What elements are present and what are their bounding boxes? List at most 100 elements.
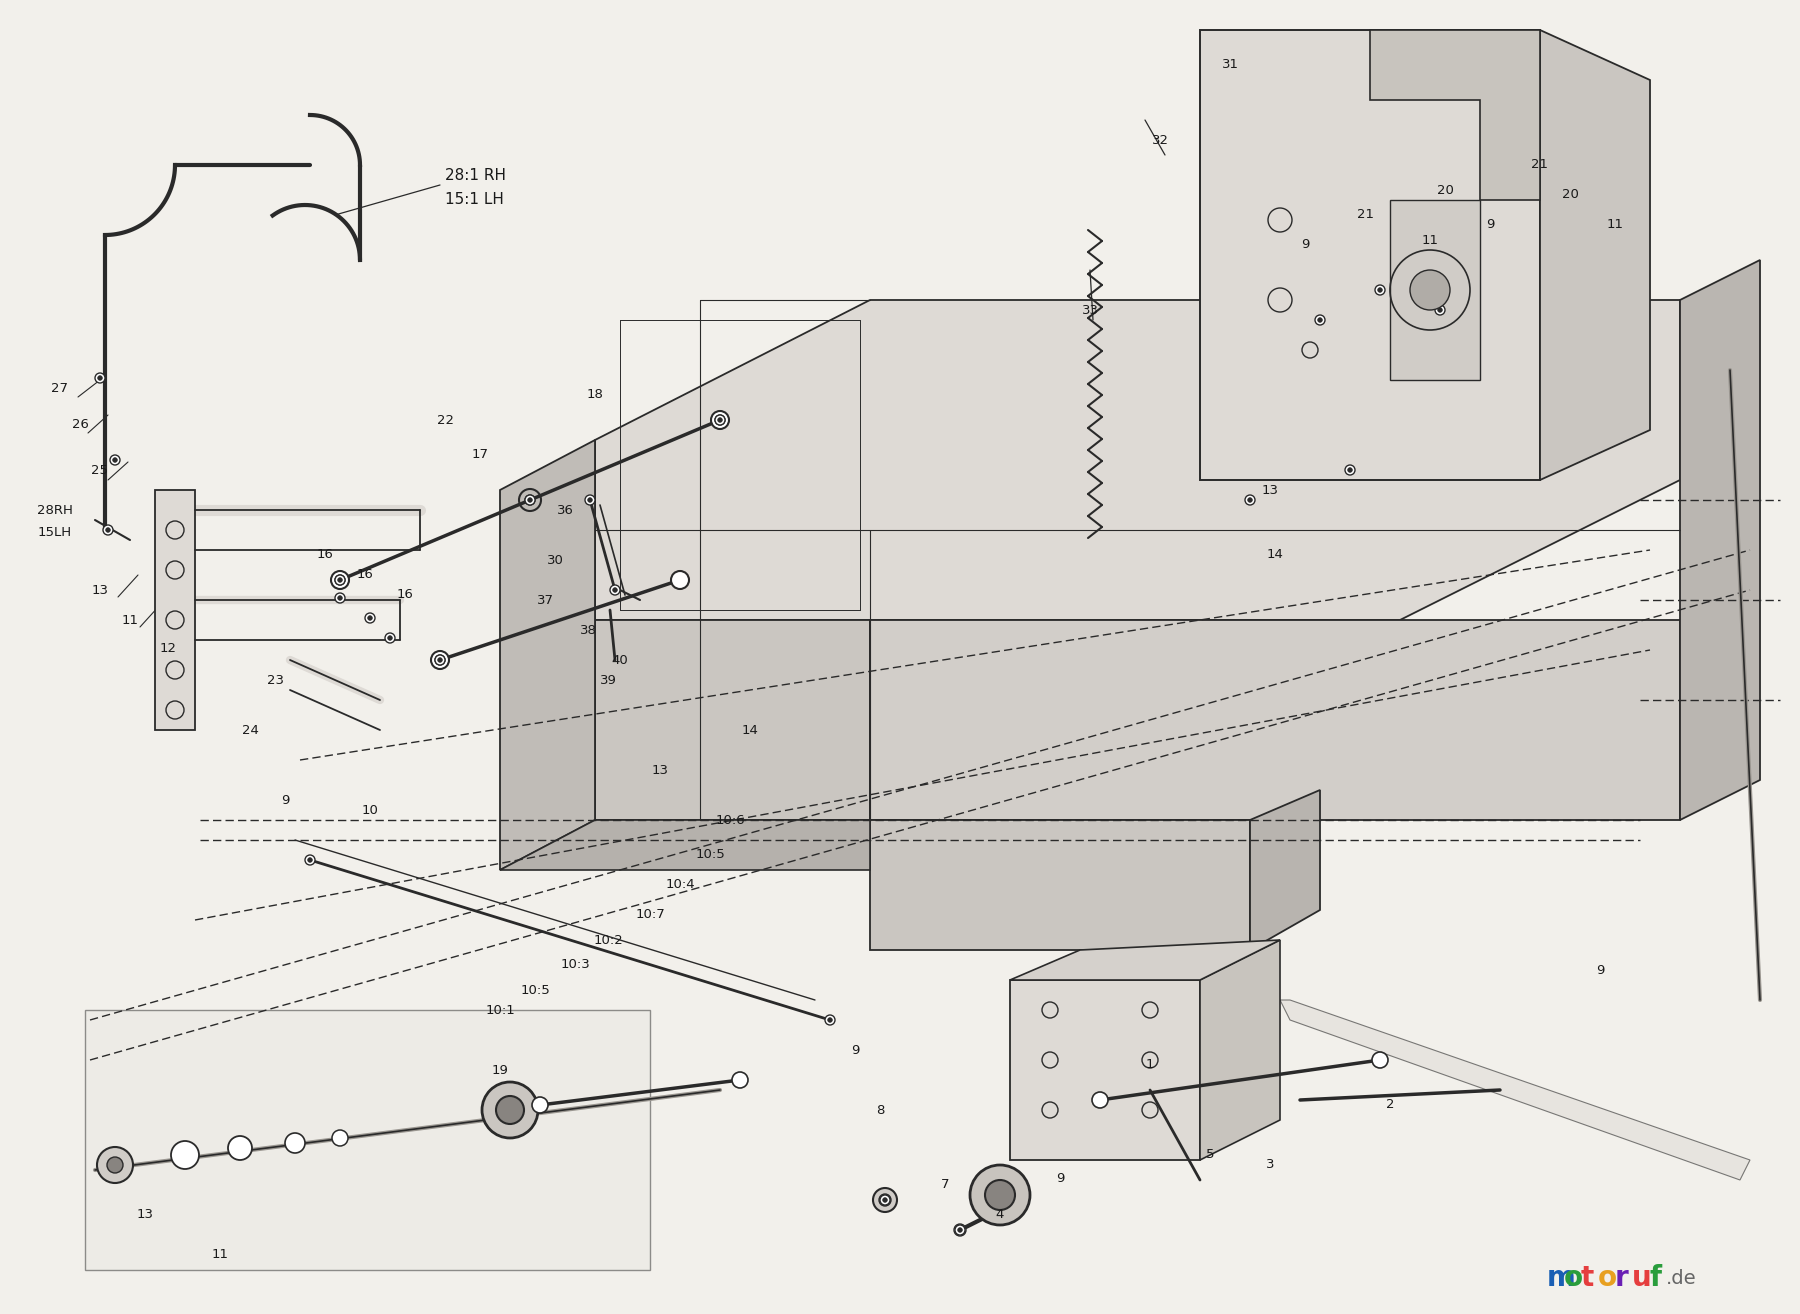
Text: 10:1: 10:1: [486, 1004, 515, 1017]
Text: 14: 14: [1267, 548, 1283, 561]
Polygon shape: [1280, 1000, 1750, 1180]
Circle shape: [103, 526, 113, 535]
Circle shape: [1377, 288, 1382, 292]
Circle shape: [718, 418, 722, 422]
Text: r: r: [1615, 1264, 1629, 1292]
Text: 28:1 RH: 28:1 RH: [445, 167, 506, 183]
Circle shape: [335, 576, 346, 585]
Circle shape: [385, 633, 394, 643]
Text: 27: 27: [52, 381, 68, 394]
Text: 24: 24: [241, 724, 259, 737]
Circle shape: [956, 1225, 965, 1235]
Circle shape: [1246, 495, 1255, 505]
Circle shape: [1435, 305, 1445, 315]
Text: 36: 36: [556, 503, 574, 516]
Circle shape: [367, 616, 373, 620]
Circle shape: [106, 528, 110, 532]
Circle shape: [308, 858, 311, 862]
Circle shape: [526, 495, 535, 505]
Text: 11: 11: [122, 614, 139, 627]
Polygon shape: [869, 620, 1679, 820]
Text: 9: 9: [851, 1043, 859, 1056]
Text: 22: 22: [436, 414, 454, 427]
Text: 15:1 LH: 15:1 LH: [445, 192, 504, 208]
Circle shape: [110, 1160, 121, 1169]
Polygon shape: [869, 820, 1249, 950]
Text: 20: 20: [1436, 184, 1453, 197]
Circle shape: [1438, 307, 1442, 313]
Circle shape: [533, 1097, 547, 1113]
Circle shape: [958, 1227, 963, 1233]
Circle shape: [338, 595, 342, 600]
Circle shape: [331, 1130, 347, 1146]
Circle shape: [497, 1096, 524, 1123]
Circle shape: [585, 495, 596, 505]
Polygon shape: [1390, 200, 1480, 380]
Circle shape: [335, 576, 346, 585]
Circle shape: [958, 1227, 963, 1233]
Circle shape: [437, 658, 443, 662]
Circle shape: [1375, 285, 1384, 296]
Circle shape: [436, 654, 445, 665]
Polygon shape: [1541, 30, 1651, 480]
Circle shape: [284, 1133, 304, 1152]
Circle shape: [387, 636, 392, 640]
Text: 30: 30: [547, 553, 563, 566]
Text: 9: 9: [281, 794, 290, 807]
Polygon shape: [500, 820, 869, 870]
Text: 13: 13: [1262, 484, 1278, 497]
Text: .de: .de: [1667, 1268, 1697, 1288]
Circle shape: [430, 650, 448, 669]
Text: 10:3: 10:3: [560, 958, 590, 971]
Circle shape: [97, 1147, 133, 1183]
Text: 4: 4: [995, 1209, 1004, 1222]
Circle shape: [612, 587, 617, 593]
Text: 28RH: 28RH: [38, 503, 74, 516]
Text: 16: 16: [317, 548, 333, 561]
Circle shape: [828, 1018, 832, 1022]
Text: 13: 13: [137, 1209, 153, 1222]
Text: 21: 21: [1532, 159, 1548, 172]
Circle shape: [970, 1166, 1030, 1225]
Circle shape: [229, 1137, 252, 1160]
Text: 9: 9: [1057, 1172, 1064, 1184]
Circle shape: [1345, 465, 1355, 474]
Text: 2: 2: [1386, 1099, 1395, 1112]
Circle shape: [671, 572, 689, 589]
Text: u: u: [1633, 1264, 1652, 1292]
Circle shape: [715, 415, 725, 424]
Circle shape: [506, 1105, 515, 1116]
Text: 38: 38: [580, 624, 596, 636]
Circle shape: [1316, 315, 1325, 325]
Polygon shape: [1370, 30, 1541, 200]
Text: 25: 25: [92, 464, 108, 477]
Circle shape: [1348, 468, 1352, 472]
Text: 10:7: 10:7: [635, 908, 664, 921]
Text: 5: 5: [1206, 1148, 1215, 1162]
Circle shape: [482, 1081, 538, 1138]
Text: o: o: [1564, 1264, 1584, 1292]
Polygon shape: [1679, 260, 1760, 820]
Text: 9: 9: [1485, 218, 1494, 231]
Circle shape: [824, 1014, 835, 1025]
Circle shape: [304, 855, 315, 865]
Text: 3: 3: [1265, 1159, 1274, 1172]
Text: 9: 9: [1301, 239, 1309, 251]
Text: 16: 16: [356, 569, 373, 582]
Text: 11: 11: [1422, 234, 1438, 247]
Text: 9: 9: [1597, 963, 1604, 976]
Text: 39: 39: [599, 674, 616, 686]
Polygon shape: [1201, 940, 1280, 1160]
Polygon shape: [85, 1010, 650, 1271]
Circle shape: [985, 1180, 1015, 1210]
Text: 19: 19: [491, 1063, 508, 1076]
Text: 10:4: 10:4: [666, 879, 695, 891]
Circle shape: [711, 411, 729, 428]
Text: 14: 14: [742, 724, 758, 737]
Text: 10:5: 10:5: [520, 983, 549, 996]
Circle shape: [95, 373, 104, 382]
Polygon shape: [1201, 30, 1541, 480]
Polygon shape: [596, 300, 1679, 620]
Text: 20: 20: [1562, 188, 1579, 201]
Text: 26: 26: [72, 418, 88, 431]
